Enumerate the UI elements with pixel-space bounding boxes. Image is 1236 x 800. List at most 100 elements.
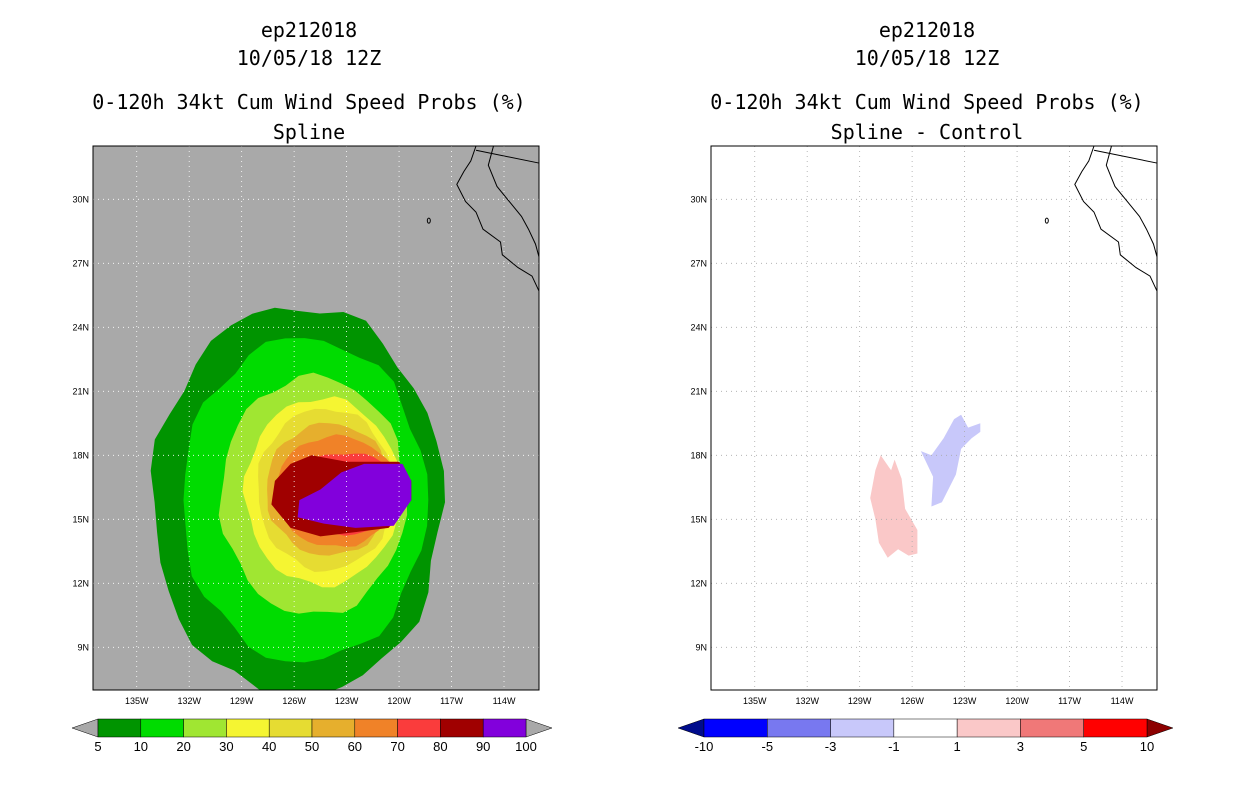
colorbar-label: 100: [515, 739, 537, 754]
method-title: Spline - Control: [830, 120, 1024, 144]
y-tick-label: 15N: [690, 514, 707, 524]
colorbar-label: 10: [134, 739, 148, 754]
x-tick-label: 135W: [743, 696, 767, 706]
colorbar-swatch: [311, 718, 356, 738]
colorbar-label: -3: [825, 739, 837, 754]
x-tick-label: 120W: [1005, 696, 1029, 706]
colorbar-swatch: [956, 718, 1021, 738]
island: [426, 217, 431, 224]
map-frame: [710, 145, 1158, 691]
colorbar-swatch: [703, 718, 768, 738]
colorbar-low-extension: [677, 718, 705, 738]
y-tick-label: 18N: [690, 450, 707, 460]
y-tick-label: 27N: [690, 258, 707, 268]
product-title: 0-120h 34kt Cum Wind Speed Probs (%): [710, 90, 1144, 114]
colorbar-label: 5: [94, 739, 101, 754]
difference-map: 135W 132W 129W 126W 123W 120W 117W 114W 9N 12N 15N…: [677, 145, 1174, 754]
y-tick-label: 18N: [72, 450, 89, 460]
product-title: 0-120h 34kt Cum Wind Speed Probs (%): [92, 90, 526, 114]
colorbar-label: 30: [219, 739, 233, 754]
date-title: 10/05/18 12Z: [236, 46, 382, 70]
border-line: [475, 149, 540, 164]
gulf-coastline: [487, 145, 540, 258]
x-tick-label: 123W: [953, 696, 977, 706]
storm-id-title: ep212018: [260, 18, 358, 42]
baja-coastline: [1074, 145, 1158, 309]
y-tick-label: 12N: [690, 578, 707, 588]
colorbar-swatch: [397, 718, 441, 738]
colorbar-swatch: [1083, 718, 1148, 738]
positive-difference-area: [870, 455, 918, 558]
colorbar-low-extension: [71, 718, 99, 738]
y-tick-label: 9N: [695, 642, 707, 652]
colorbar-swatch: [482, 718, 527, 738]
colorbar-label: 60: [348, 739, 362, 754]
colorbar-swatch: [183, 718, 227, 738]
map-background: [711, 146, 1157, 690]
colorbar-label: 20: [176, 739, 190, 754]
date-title: 10/05/18 12Z: [854, 46, 1000, 70]
colorbar-label: -10: [695, 739, 714, 754]
x-tick-label: 129W: [230, 696, 254, 706]
x-tick-label: 117W: [440, 696, 463, 706]
map-frame: [92, 145, 540, 691]
baja-coastline: [456, 145, 540, 309]
colorbar-label: -5: [762, 739, 774, 754]
colorbar-label: 50: [305, 739, 319, 754]
storm-id-title: ep212018: [878, 18, 976, 42]
colorbar-high-extension: [525, 718, 553, 738]
colorbar-label: -1: [888, 739, 900, 754]
x-tick-label: 126W: [900, 696, 924, 706]
map-area: [711, 146, 1157, 690]
x-tick-label: 117W: [1058, 696, 1081, 706]
negative-difference-area: [920, 414, 981, 507]
x-tick-label: 120W: [387, 696, 411, 706]
difference-panel: ep212018 10/05/18 12Z 0-120h 34kt Cum Wi…: [618, 0, 1236, 800]
colorbar-label: 90: [476, 739, 490, 754]
colorbar-swatch: [1020, 718, 1084, 738]
spline-map: 135W 132W 129W 126W 123W 120W 117W 114W 9N 12N 15N…: [71, 145, 553, 754]
x-tick-label: 114W: [1111, 696, 1134, 706]
colorbar-label: 10: [1140, 739, 1154, 754]
island: [1044, 217, 1049, 224]
y-tick-label: 21N: [72, 386, 89, 396]
map-area: [93, 146, 539, 690]
y-tick-label: 30N: [690, 194, 707, 204]
gulf-coastline: [1105, 145, 1158, 258]
border-line: [1093, 149, 1158, 164]
colorbar-label: 70: [390, 739, 404, 754]
spline-panel: ep212018 10/05/18 12Z 0-120h 34kt Cum Wi…: [71, 18, 553, 754]
y-tick-label: 9N: [77, 642, 89, 652]
colorbar-swatch: [830, 718, 895, 738]
colorbar-label: 80: [433, 739, 447, 754]
colorbar-swatch: [268, 718, 313, 738]
colorbar-swatch: [893, 718, 958, 738]
x-tick-label: 114W: [493, 696, 516, 706]
colorbar-swatch: [354, 718, 398, 738]
y-tick-label: 27N: [72, 258, 89, 268]
x-tick-label: 132W: [795, 696, 819, 706]
colorbar-swatch: [226, 718, 270, 738]
x-tick-label: 123W: [335, 696, 359, 706]
y-tick-label: 24N: [690, 322, 707, 332]
y-tick-label: 21N: [690, 386, 707, 396]
method-title: Spline: [272, 120, 346, 144]
colorbar-label: 3: [1017, 739, 1024, 754]
x-tick-label: 126W: [282, 696, 306, 706]
colorbar-label: 1: [954, 739, 961, 754]
y-tick-label: 30N: [72, 194, 89, 204]
y-tick-label: 12N: [72, 578, 89, 588]
colorbar-swatch: [440, 718, 484, 738]
colorbar-swatch: [140, 718, 184, 738]
y-tick-label: 15N: [72, 514, 89, 524]
colorbar-label: 40: [262, 739, 276, 754]
colorbar-swatch: [97, 718, 142, 738]
probability-contour-90: [297, 463, 412, 528]
x-tick-label: 129W: [848, 696, 872, 706]
colorbar-high-extension: [1146, 718, 1174, 738]
colorbar-label: 5: [1080, 739, 1087, 754]
x-tick-label: 132W: [177, 696, 201, 706]
y-tick-label: 24N: [72, 322, 89, 332]
x-tick-label: 135W: [125, 696, 149, 706]
colorbar-swatch: [767, 718, 831, 738]
